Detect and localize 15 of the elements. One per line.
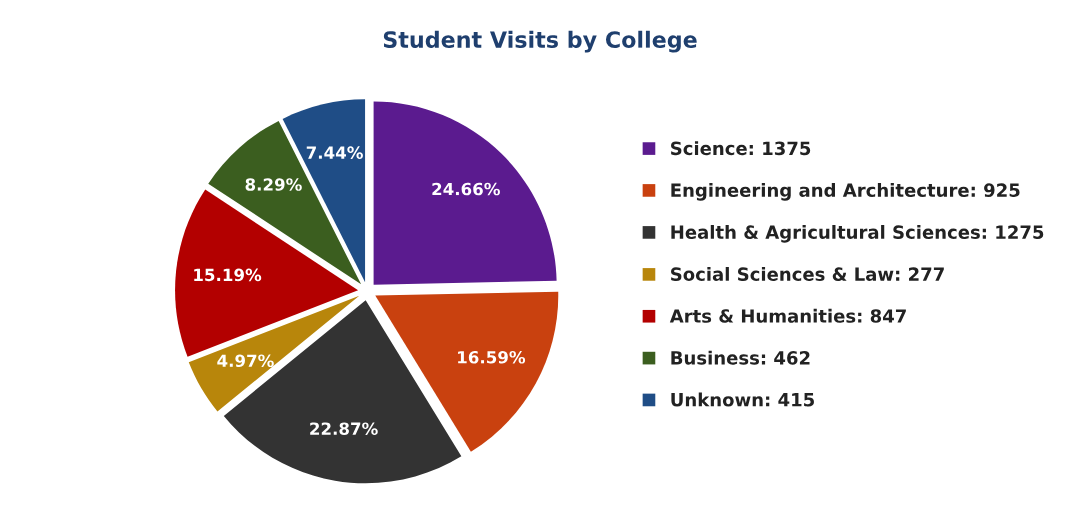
data-label: 16.59%: [458, 350, 526, 364]
legend-label: Unknown: 415: [671, 392, 814, 407]
data-label: 8.29%: [245, 178, 302, 191]
legend-label: Business: 462: [671, 350, 810, 365]
legend-label: Arts & Humanities: 847: [669, 308, 906, 323]
data-label: 4.97%: [217, 354, 274, 368]
data-label: 15.19%: [194, 268, 262, 282]
data-label: 24.66%: [432, 182, 500, 196]
chart-title: Student Visits by College: [383, 30, 697, 53]
legend-label: Science: 1375: [671, 141, 811, 156]
legend-label: Social Sciences & Law: 277: [671, 267, 944, 281]
data-label: 22.87%: [310, 422, 378, 435]
legend-label: Engineering and Architecture: 925: [671, 183, 1020, 201]
data-label: 7.44%: [306, 146, 363, 159]
legend-label: Health & Agricultural Sciences: 1275: [671, 225, 1044, 243]
